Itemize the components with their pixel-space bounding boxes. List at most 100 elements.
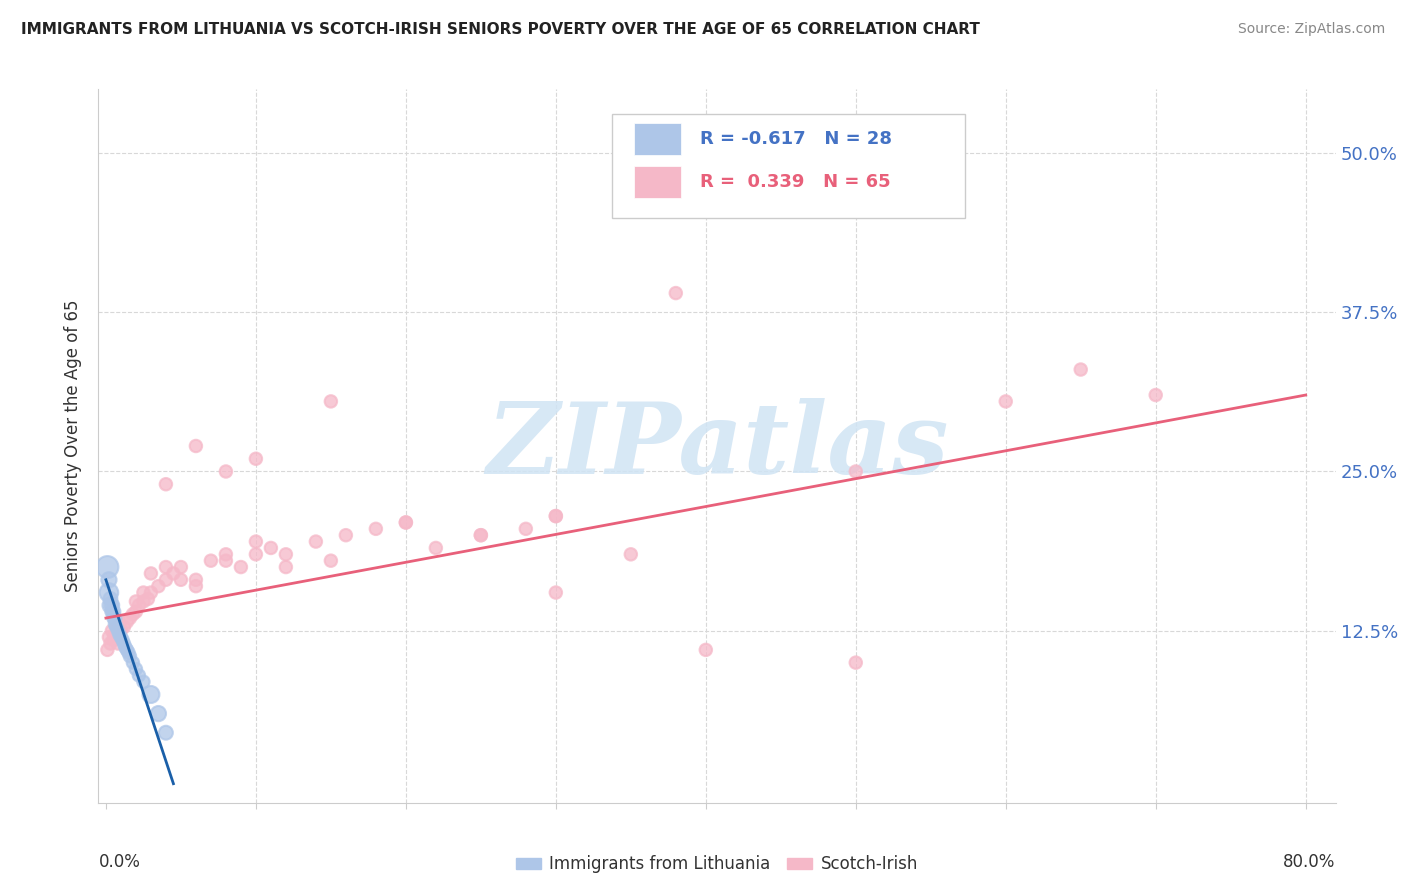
Point bbox=[395, 516, 418, 530]
Point bbox=[125, 662, 148, 676]
Point bbox=[96, 560, 118, 574]
Point bbox=[97, 573, 120, 587]
Point bbox=[184, 579, 207, 593]
Point bbox=[274, 547, 297, 561]
Point bbox=[544, 509, 567, 524]
Point bbox=[128, 599, 150, 613]
Point bbox=[118, 649, 141, 664]
Point bbox=[845, 656, 868, 670]
Point bbox=[544, 509, 567, 524]
Point bbox=[170, 560, 193, 574]
Bar bbox=[634, 123, 681, 155]
Point bbox=[305, 534, 328, 549]
Point bbox=[395, 516, 418, 530]
Point bbox=[215, 554, 238, 568]
Point bbox=[184, 439, 207, 453]
Bar bbox=[634, 166, 681, 198]
Point bbox=[470, 528, 492, 542]
Point bbox=[104, 617, 127, 632]
Point bbox=[994, 394, 1017, 409]
Point bbox=[118, 611, 141, 625]
Point bbox=[200, 554, 222, 568]
Text: R = -0.617   N = 28: R = -0.617 N = 28 bbox=[700, 130, 891, 148]
Point bbox=[245, 451, 267, 466]
Point bbox=[1070, 362, 1092, 376]
Point bbox=[97, 630, 120, 644]
Legend: Immigrants from Lithuania, Scotch-Irish: Immigrants from Lithuania, Scotch-Irish bbox=[509, 849, 925, 880]
Point bbox=[139, 566, 162, 581]
Point bbox=[125, 605, 148, 619]
Y-axis label: Seniors Poverty Over the Age of 65: Seniors Poverty Over the Age of 65 bbox=[65, 300, 83, 592]
Point bbox=[515, 522, 537, 536]
Text: ZIPatlas: ZIPatlas bbox=[486, 398, 948, 494]
Point bbox=[112, 636, 135, 650]
Point bbox=[665, 286, 688, 301]
Point bbox=[122, 607, 145, 622]
Point bbox=[170, 573, 193, 587]
Point bbox=[107, 624, 129, 638]
Point bbox=[845, 465, 868, 479]
Point bbox=[425, 541, 447, 555]
Point bbox=[132, 594, 155, 608]
Point bbox=[104, 627, 127, 641]
Point bbox=[620, 547, 643, 561]
Point bbox=[111, 632, 134, 647]
Point bbox=[104, 611, 127, 625]
Point bbox=[105, 620, 128, 634]
Point bbox=[115, 643, 138, 657]
Point bbox=[105, 620, 128, 634]
Point bbox=[114, 640, 136, 655]
Point bbox=[108, 627, 131, 641]
Point bbox=[101, 599, 124, 613]
Point bbox=[103, 611, 125, 625]
Text: Source: ZipAtlas.com: Source: ZipAtlas.com bbox=[1237, 22, 1385, 37]
Point bbox=[695, 643, 717, 657]
Point bbox=[1144, 388, 1167, 402]
Point bbox=[319, 554, 342, 568]
Point bbox=[117, 645, 139, 659]
Point bbox=[132, 585, 155, 599]
Text: IMMIGRANTS FROM LITHUANIA VS SCOTCH-IRISH SENIORS POVERTY OVER THE AGE OF 65 COR: IMMIGRANTS FROM LITHUANIA VS SCOTCH-IRIS… bbox=[21, 22, 980, 37]
Point bbox=[245, 547, 267, 561]
Point bbox=[122, 656, 145, 670]
Point bbox=[96, 643, 118, 657]
Point bbox=[260, 541, 283, 555]
Point bbox=[110, 630, 132, 644]
Text: 80.0%: 80.0% bbox=[1284, 853, 1336, 871]
Point bbox=[155, 560, 177, 574]
Text: R =  0.339   N = 65: R = 0.339 N = 65 bbox=[700, 173, 890, 191]
Point bbox=[274, 560, 297, 574]
Point bbox=[128, 668, 150, 682]
Point bbox=[136, 591, 159, 606]
Point bbox=[103, 632, 125, 647]
Point bbox=[184, 573, 207, 587]
Point bbox=[544, 585, 567, 599]
Point bbox=[245, 534, 267, 549]
Point bbox=[470, 528, 492, 542]
Point bbox=[108, 617, 131, 632]
Point bbox=[319, 394, 342, 409]
Point bbox=[215, 547, 238, 561]
Point bbox=[162, 566, 184, 581]
Point bbox=[215, 465, 238, 479]
Point bbox=[335, 528, 357, 542]
Point bbox=[364, 522, 387, 536]
Point bbox=[148, 579, 170, 593]
FancyBboxPatch shape bbox=[612, 114, 965, 218]
Point bbox=[155, 477, 177, 491]
Point bbox=[101, 624, 124, 638]
Point bbox=[107, 636, 129, 650]
Point bbox=[100, 636, 122, 650]
Point bbox=[132, 674, 155, 689]
Point bbox=[112, 620, 135, 634]
Point bbox=[100, 591, 122, 606]
Point bbox=[229, 560, 252, 574]
Point bbox=[155, 573, 177, 587]
Point bbox=[97, 585, 120, 599]
Point bbox=[139, 585, 162, 599]
Point bbox=[115, 615, 138, 629]
Point bbox=[139, 688, 162, 702]
Point bbox=[100, 599, 122, 613]
Text: 0.0%: 0.0% bbox=[98, 853, 141, 871]
Point bbox=[148, 706, 170, 721]
